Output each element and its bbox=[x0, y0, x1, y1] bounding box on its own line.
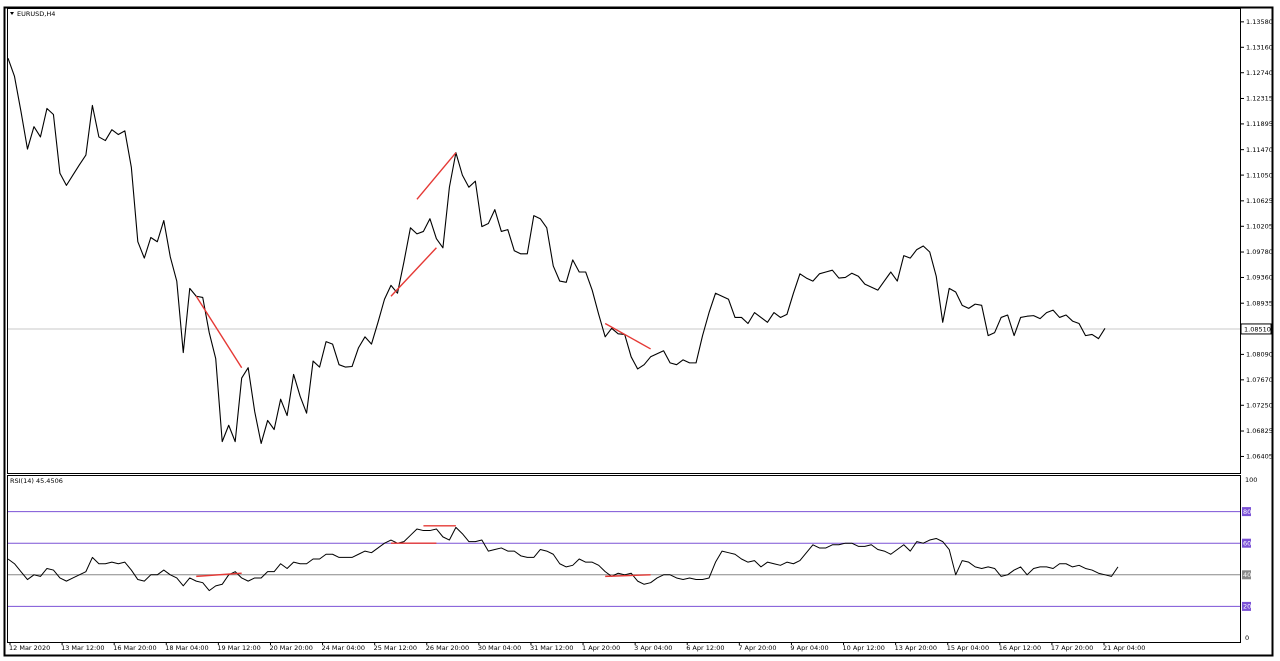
x-tick-label: 9 Apr 04:00 bbox=[790, 644, 828, 652]
rsi-trendline bbox=[196, 572, 242, 578]
price-y-tick-label: 1.11895 bbox=[1246, 120, 1273, 128]
price-y-tick-label: 1.07670 bbox=[1246, 376, 1273, 384]
price-y-tick-label: 1.11050 bbox=[1246, 171, 1273, 179]
price-y-tick-label: 1.13160 bbox=[1246, 43, 1273, 51]
x-tick-label: 21 Apr 04:00 bbox=[1103, 644, 1145, 652]
x-tick-label: 6 Apr 12:00 bbox=[686, 644, 724, 652]
rsi-level-badge-label: 40 bbox=[1243, 571, 1251, 579]
rsi-level-badge bbox=[1242, 570, 1251, 580]
current-price-badge bbox=[1240, 323, 1272, 335]
price-y-tick-label: 1.10205 bbox=[1246, 222, 1273, 230]
x-tick-label: 12 Mar 2020 bbox=[9, 644, 50, 652]
rsi-trendline bbox=[605, 574, 651, 578]
collapse-triangle-icon[interactable] bbox=[10, 12, 14, 15]
rsi-y-tick-label: 100 bbox=[1245, 476, 1257, 484]
x-tick-label: 7 Apr 20:00 bbox=[738, 644, 776, 652]
window-frame bbox=[3, 6, 1274, 657]
price-y-tick-label: 1.08090 bbox=[1246, 351, 1273, 359]
price-panel bbox=[7, 8, 1241, 474]
price-y-tick-label: 1.13580 bbox=[1246, 18, 1273, 26]
rsi-level-badge-label: 60 bbox=[1243, 540, 1251, 548]
x-tick-label: 19 Mar 12:00 bbox=[217, 644, 260, 652]
price-trendline bbox=[604, 322, 651, 350]
rsi-level-badge bbox=[1242, 507, 1251, 517]
x-tick-label: 1 Apr 20:00 bbox=[582, 644, 620, 652]
x-tick-label: 3 Apr 04:00 bbox=[634, 644, 672, 652]
price-y-tick-label: 1.06825 bbox=[1246, 427, 1273, 435]
price-y-tick-label: 1.11470 bbox=[1246, 146, 1273, 154]
current-price-label: 1.08510 bbox=[1244, 325, 1271, 333]
x-tick-label: 13 Mar 12:00 bbox=[61, 644, 104, 652]
rsi-level-badge-label: 20 bbox=[1243, 603, 1251, 611]
rsi-panel bbox=[7, 475, 1241, 643]
x-tick-label: 16 Mar 20:00 bbox=[113, 644, 156, 652]
x-tick-label: 24 Mar 04:00 bbox=[322, 644, 365, 652]
rsi-title: RSI(14) 45.4506 bbox=[10, 477, 63, 485]
price-title: EURUSD,H4 bbox=[17, 10, 55, 18]
x-tick-label: 26 Mar 20:00 bbox=[426, 644, 469, 652]
price-trendline bbox=[195, 295, 243, 369]
x-tick-label: 30 Mar 04:00 bbox=[478, 644, 521, 652]
price-trendline bbox=[390, 247, 437, 297]
price-y-tick-label: 1.07250 bbox=[1246, 401, 1273, 409]
rsi-level-badge bbox=[1242, 601, 1251, 611]
x-tick-label: 31 Mar 12:00 bbox=[530, 644, 573, 652]
x-tick-label: 15 Apr 04:00 bbox=[947, 644, 989, 652]
price-y-tick-label: 1.09360 bbox=[1246, 274, 1273, 282]
rsi-y-tick-label: 0 bbox=[1245, 634, 1249, 642]
price-trendline bbox=[416, 152, 457, 200]
price-y-tick-label: 1.08935 bbox=[1246, 299, 1273, 307]
price-y-tick-label: 1.12740 bbox=[1246, 69, 1273, 77]
price-series-line bbox=[7, 58, 1106, 444]
x-tick-label: 18 Mar 04:00 bbox=[165, 644, 208, 652]
x-tick-label: 25 Mar 12:00 bbox=[374, 644, 417, 652]
x-tick-label: 16 Apr 12:00 bbox=[999, 644, 1041, 652]
rsi-series-line bbox=[7, 526, 1119, 592]
x-tick-label: 17 Apr 20:00 bbox=[1051, 644, 1093, 652]
x-tick-label: 20 Mar 20:00 bbox=[269, 644, 312, 652]
price-y-tick-label: 1.06405 bbox=[1246, 453, 1273, 461]
rsi-level-badge-label: 80 bbox=[1243, 508, 1251, 516]
rsi-level-badge bbox=[1242, 538, 1251, 548]
x-tick-label: 13 Apr 20:00 bbox=[895, 644, 937, 652]
x-tick-label: 10 Apr 12:00 bbox=[843, 644, 885, 652]
price-y-tick-label: 1.09780 bbox=[1246, 248, 1273, 256]
price-y-tick-label: 1.12315 bbox=[1246, 95, 1273, 103]
price-y-tick-label: 1.10625 bbox=[1246, 197, 1273, 205]
